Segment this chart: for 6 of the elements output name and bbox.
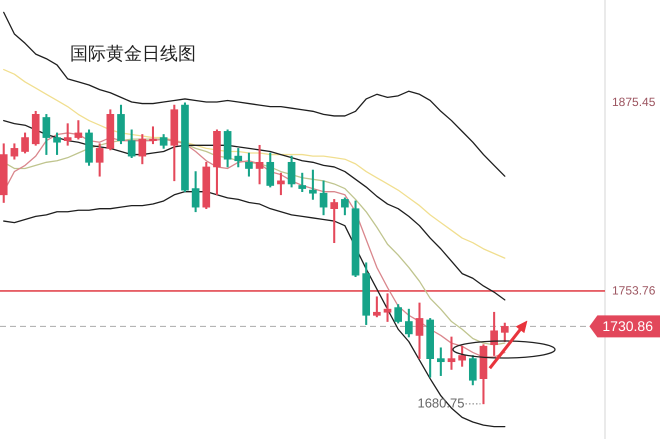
y-tick-label: 1753.76 — [612, 283, 656, 298]
y-tick-label: 1875.45 — [612, 95, 656, 110]
text: 国际黄金日线图 — [70, 44, 196, 65]
candlestick — [234, 148, 242, 168]
ref-line-label: 1730.86 — [602, 318, 654, 334]
candlestick — [298, 172, 306, 192]
